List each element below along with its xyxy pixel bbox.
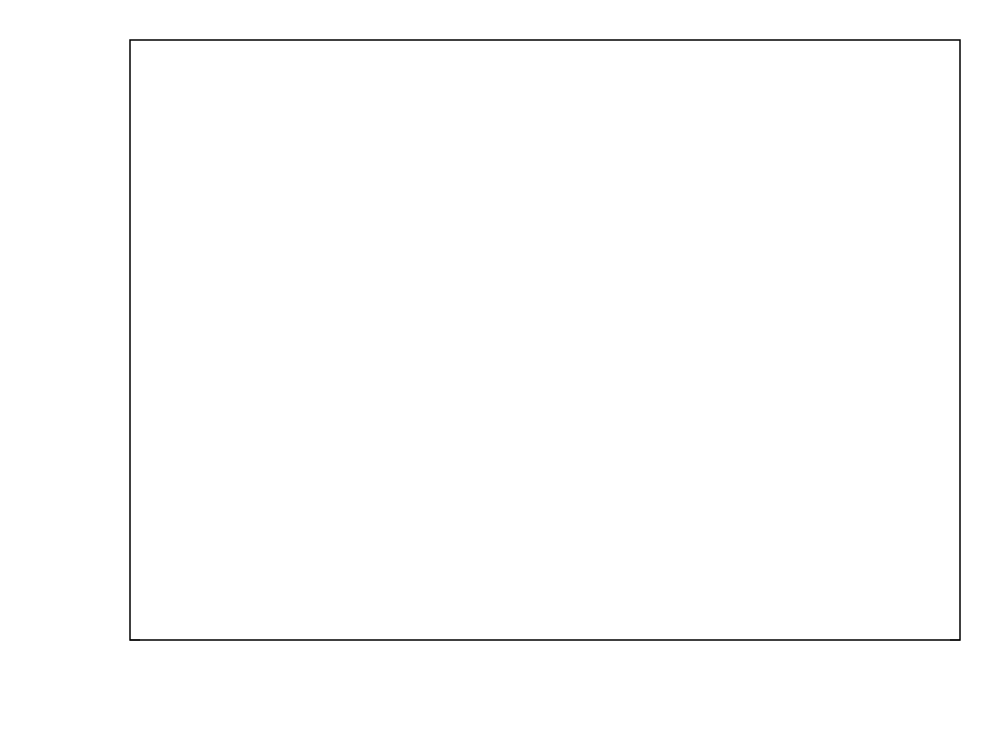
plot-frame [130,40,960,640]
reflectance-chart [0,0,1000,731]
chart-container [0,0,1000,731]
